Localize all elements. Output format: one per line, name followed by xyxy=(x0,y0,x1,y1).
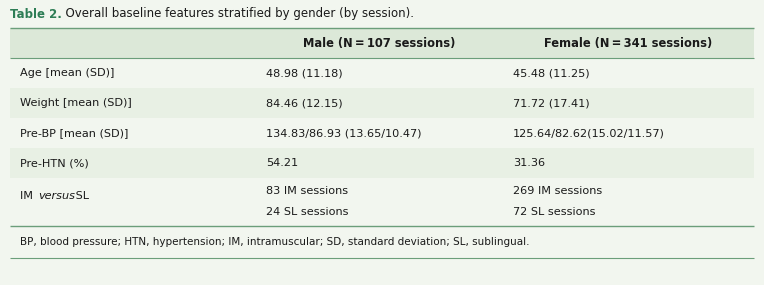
Text: 134.83/86.93 (13.65/10.47): 134.83/86.93 (13.65/10.47) xyxy=(266,128,422,138)
Text: Overall baseline features stratified by gender (by session).: Overall baseline features stratified by … xyxy=(58,7,414,21)
Text: 269 IM sessions: 269 IM sessions xyxy=(513,186,602,196)
Bar xyxy=(10,148,754,178)
Text: 45.48 (11.25): 45.48 (11.25) xyxy=(513,68,589,78)
Text: 31.36: 31.36 xyxy=(513,158,545,168)
Text: 83 IM sessions: 83 IM sessions xyxy=(266,186,348,196)
Text: 84.46 (12.15): 84.46 (12.15) xyxy=(266,98,342,108)
Bar xyxy=(10,58,754,88)
Text: 54.21: 54.21 xyxy=(266,158,298,168)
Text: Table 2.: Table 2. xyxy=(10,7,62,21)
Bar xyxy=(10,88,754,118)
Text: 72 SL sessions: 72 SL sessions xyxy=(513,207,595,217)
Text: BP, blood pressure; HTN, hypertension; IM, intramuscular; SD, standard deviation: BP, blood pressure; HTN, hypertension; I… xyxy=(20,237,529,247)
Text: IM: IM xyxy=(20,191,37,201)
Text: 125.64/82.62(15.02/11.57): 125.64/82.62(15.02/11.57) xyxy=(513,128,665,138)
Text: Pre-BP [mean (SD)]: Pre-BP [mean (SD)] xyxy=(20,128,128,138)
Bar xyxy=(10,118,754,148)
Text: 71.72 (17.41): 71.72 (17.41) xyxy=(513,98,589,108)
Bar xyxy=(10,28,754,58)
Text: Pre-HTN (%): Pre-HTN (%) xyxy=(20,158,89,168)
Text: 48.98 (11.18): 48.98 (11.18) xyxy=(266,68,342,78)
Bar xyxy=(10,178,754,226)
Text: versus: versus xyxy=(38,191,75,201)
Text: Female (N = 341 sessions): Female (N = 341 sessions) xyxy=(544,36,713,50)
Text: Male (N = 107 sessions): Male (N = 107 sessions) xyxy=(303,36,455,50)
Text: 24 SL sessions: 24 SL sessions xyxy=(266,207,348,217)
Text: Weight [mean (SD)]: Weight [mean (SD)] xyxy=(20,98,131,108)
Text: Age [mean (SD)]: Age [mean (SD)] xyxy=(20,68,115,78)
Text: SL: SL xyxy=(72,191,89,201)
Bar xyxy=(10,226,754,258)
